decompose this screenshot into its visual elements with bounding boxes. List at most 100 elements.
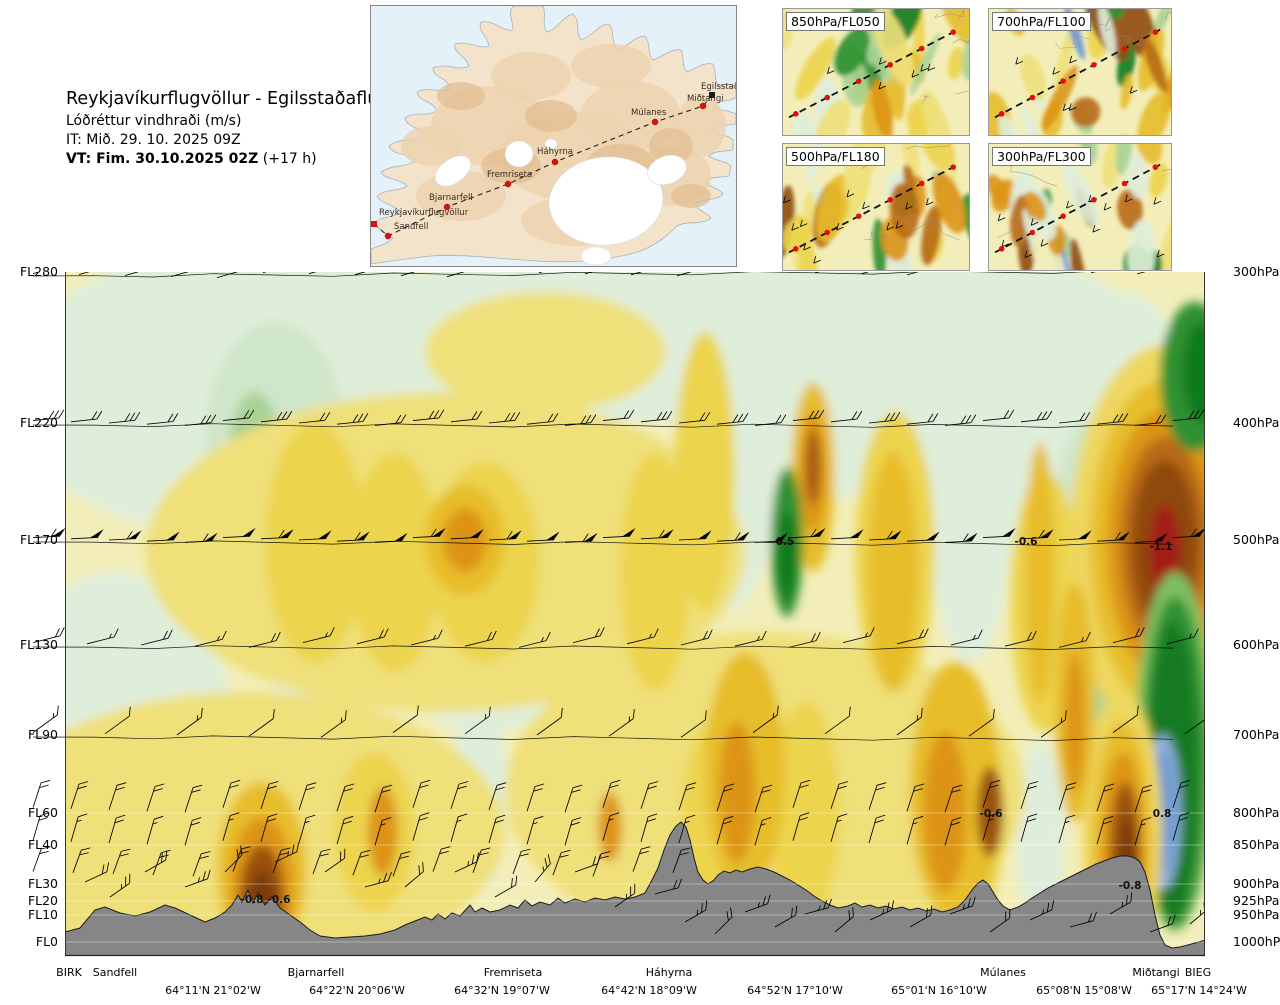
coordinate-label: 64°52'N 17°10'W: [747, 984, 843, 997]
valid-time-main: VT: Fim. 30.10.2025 02Z: [66, 151, 259, 167]
contour-extremum-label: -0.8: [1119, 880, 1142, 892]
panel-route-dot: [1121, 45, 1128, 52]
cross-section-field: 0.5 -0.6 -1.1 -0.6 0.8 -0.8 -0.8 -0.6: [32, 272, 1205, 957]
panel-route-dot: [1029, 229, 1036, 236]
pressure-level-tick: 400hPa: [1233, 415, 1280, 430]
panel-label: 300hPa/FL300: [992, 147, 1091, 166]
airport-marker: [371, 221, 377, 227]
flight-level-tick: FL30: [27, 876, 58, 891]
coordinate-label: 65°08'N 15°08'W: [1036, 984, 1132, 997]
panel-route-dot: [824, 94, 831, 101]
flight-level-tick: FL170: [19, 532, 58, 547]
coordinate-label: 64°32'N 19°07'W: [454, 984, 550, 997]
pressure-level-tick: 925hPa: [1233, 893, 1280, 908]
panel-route-dot: [1060, 78, 1066, 84]
station-label: Fremriseta: [483, 966, 543, 979]
map-waypoint-label: Fremriseta: [487, 170, 532, 180]
contour-extremum-label: -0.6: [268, 894, 291, 906]
contour-extremum-label: 0.8: [1153, 808, 1172, 820]
flight-level-tick: FL60: [27, 805, 58, 820]
route-map-inset: Reykjavíkurflugvöllur Sandfell Bjarnarfell…: [370, 5, 737, 267]
init-time: IT: Mið. 29. 10. 2025 09Z: [66, 132, 241, 148]
wind-barbs: [32, 272, 1205, 935]
route-line: [373, 94, 713, 237]
pressure-level-tick: 600hPa: [1233, 637, 1280, 652]
panel-route-dot: [855, 213, 862, 219]
station-label: Bjarnarfell: [287, 966, 345, 979]
panel-route-dot: [887, 62, 894, 68]
panel-route-line: [994, 163, 1162, 254]
pressure-level-tick: 950hPa: [1233, 907, 1280, 922]
panel-route-line: [994, 28, 1162, 119]
waypoint-dot: [504, 180, 512, 188]
panel-route-dot: [918, 180, 925, 187]
mini-map-panel-500hpa: 500hPa/FL180: [782, 143, 970, 271]
glacier: [580, 246, 612, 266]
panel-route-dot: [1029, 94, 1036, 101]
pressure-level-tick: 900hPa: [1233, 876, 1280, 891]
glacier: [647, 154, 687, 186]
glacier: [544, 138, 558, 150]
coordinate-label: 64°11'N 21°02'W: [165, 984, 261, 997]
flight-level-tick: FL20: [27, 893, 58, 908]
panel-route-dot: [887, 197, 894, 203]
panel-route-dot: [1152, 29, 1159, 35]
contour-extremum-label: -0.6: [1015, 536, 1038, 548]
contour-extremum-label: -0.6: [980, 808, 1003, 820]
title-block: Reykjavíkurflugvöllur - Egilsstaðaflugvö…: [66, 90, 439, 169]
waypoint-dot: [699, 102, 707, 110]
mini-map-field: [989, 144, 1171, 270]
waypoint-dot: [651, 118, 659, 126]
waypoint-dot: [384, 232, 392, 240]
flight-level-tick: FL130: [19, 637, 58, 652]
flight-level-tick: FL0: [35, 934, 58, 949]
panel-route-line: [788, 163, 960, 254]
panel-route-dot: [1152, 164, 1159, 170]
mini-map-panel-700hpa: 700hPa/FL100: [988, 8, 1172, 136]
pressure-level-tick: 850hPa: [1233, 837, 1280, 852]
panel-route-dot: [998, 111, 1005, 117]
pressure-level-tick: 500hPa: [1233, 532, 1280, 547]
panel-route-dot: [1060, 213, 1066, 219]
station-label: Miðtangi: [1132, 966, 1180, 979]
panel-route-line: [788, 28, 960, 119]
station-label: BIRK: [56, 966, 82, 979]
airport-marker: [709, 92, 715, 98]
panel-route-dot: [793, 111, 799, 117]
flight-level-tick: FL40: [27, 837, 58, 852]
flight-level-tick: FL90: [27, 727, 58, 742]
map-waypoint-label: Reykjavíkurflugvöllur: [379, 208, 469, 218]
panel-label: 850hPa/FL050: [786, 12, 885, 31]
waypoint-dot: [443, 203, 451, 211]
panel-route-dot: [1121, 180, 1128, 187]
map-waypoint-label: Egilsstaðir: [701, 82, 736, 92]
station-label: Háhyrna: [645, 966, 693, 979]
station-label: Múlanes: [980, 966, 1026, 979]
coordinate-label: 64°42'N 18°09'W: [601, 984, 697, 997]
valid-time-offset: (+17 h): [258, 151, 317, 167]
panel-route-dot: [1091, 197, 1097, 203]
mini-map-field: [783, 9, 969, 135]
panel-route-dot: [998, 246, 1005, 252]
coordinate-label: 65°17'N 14°24'W: [1151, 984, 1247, 997]
station-label: Sandfell: [92, 966, 138, 979]
panel-route-dot: [793, 246, 799, 252]
map-waypoint-label: Sandfell: [394, 222, 428, 232]
pressure-level-tick: 700hPa: [1233, 727, 1280, 742]
glacier: [434, 155, 472, 187]
panel-label: 700hPa/FL100: [992, 12, 1091, 31]
contour-extremum-label: -1.1: [1150, 541, 1173, 553]
panel-route-dot: [950, 29, 957, 35]
mini-map-panel-300hpa: 300hPa/FL300: [988, 143, 1172, 271]
variable-subtitle: Lóðréttur vindhraði (m/s): [66, 113, 242, 129]
panel-label: 500hPa/FL180: [786, 147, 885, 166]
coordinate-label: 65°01'N 16°10'W: [891, 984, 987, 997]
glacier: [504, 140, 534, 168]
panel-route-dot: [824, 229, 831, 236]
contour-extremum-label: 0.5: [776, 536, 795, 548]
iceland-map: Reykjavíkurflugvöllur Sandfell Bjarnarfell…: [371, 6, 736, 266]
terrain-profile: [65, 821, 1205, 956]
glacier: [548, 156, 664, 246]
mini-map-panel-850hpa: 850hPa/FL050: [782, 8, 970, 136]
